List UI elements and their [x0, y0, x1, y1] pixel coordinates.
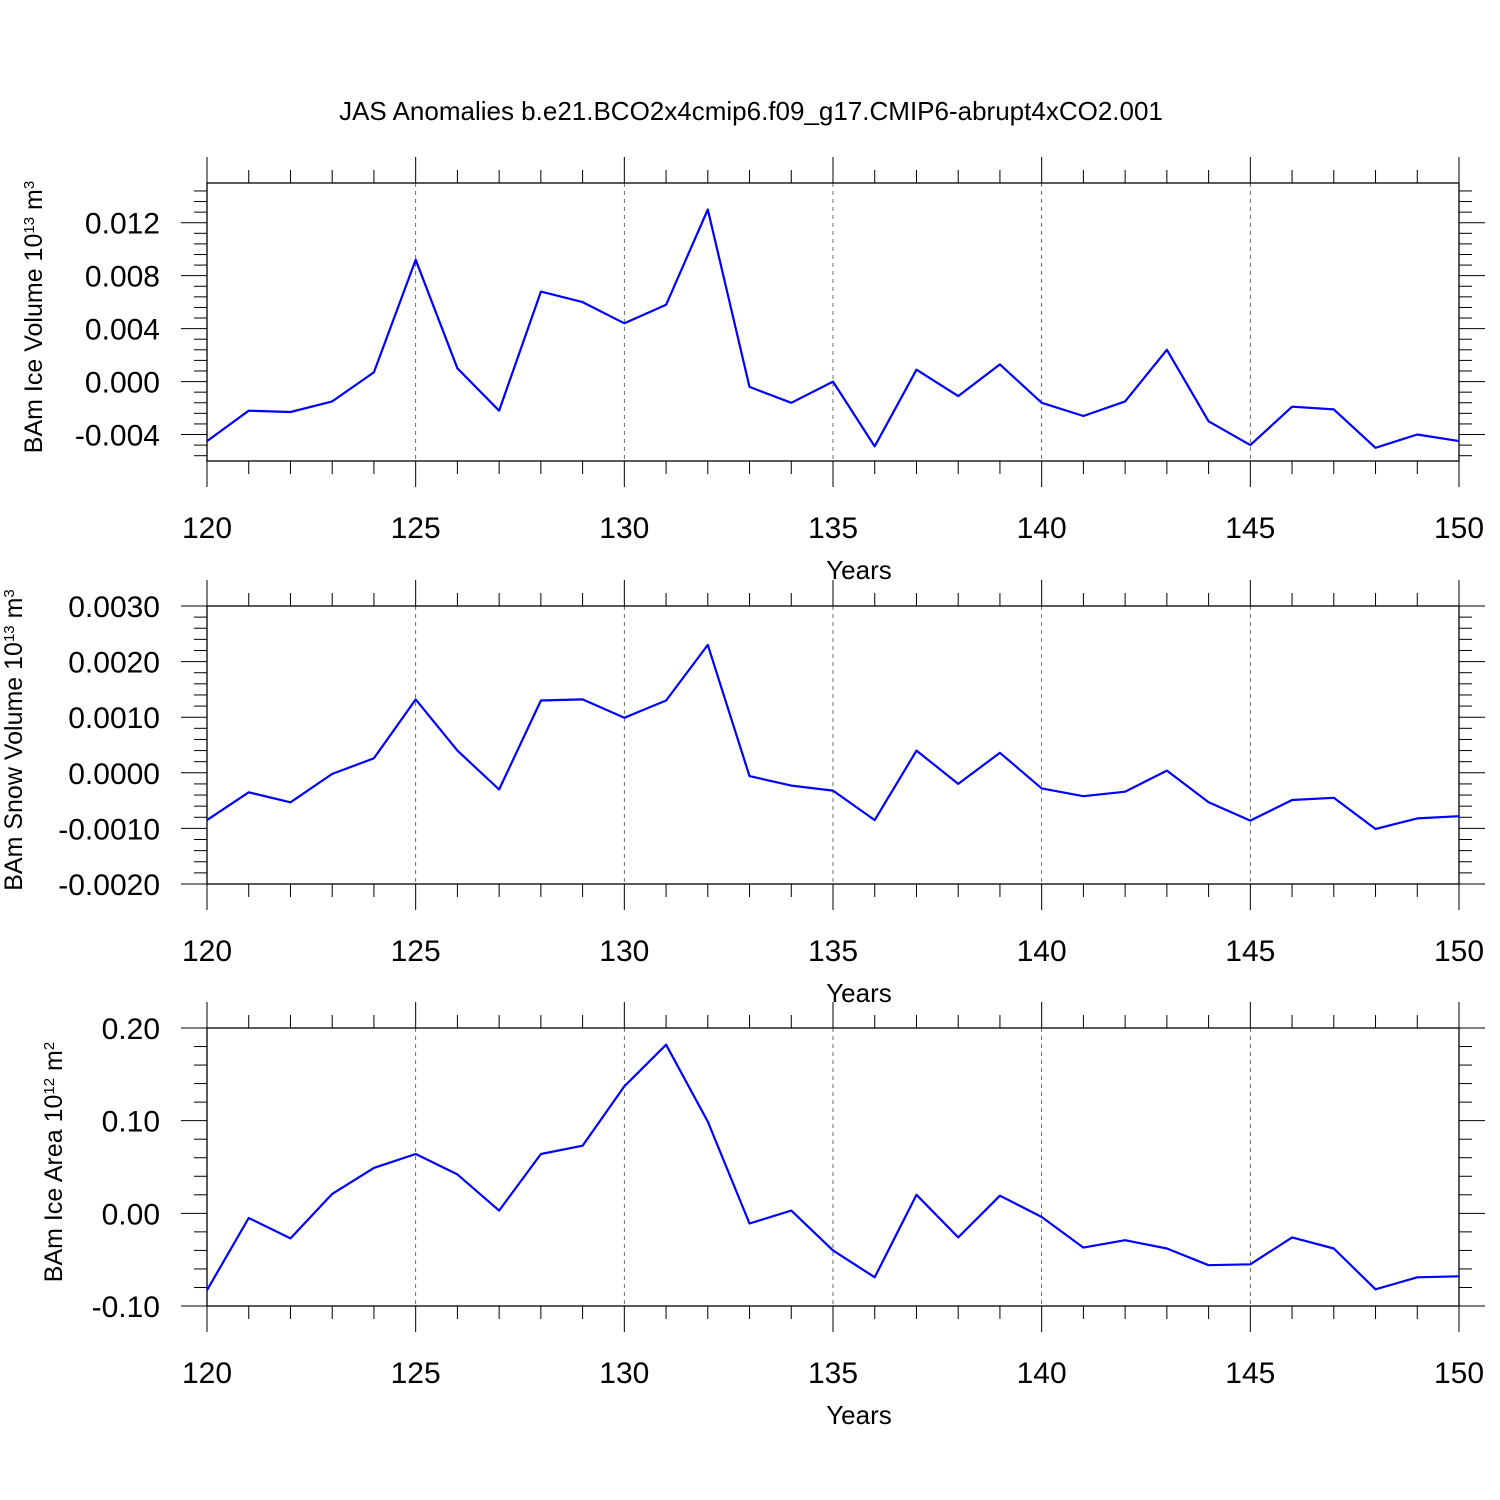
- y-tick-label: 0.20: [102, 1013, 160, 1046]
- chart-panel-3: 120 125 130 135 140 145 150 -0.10 0.00 0.10 0.20 Ye…: [40, 1002, 1485, 1430]
- y-tick-label: 0.012: [85, 208, 160, 241]
- x-tick-label: 130: [599, 1357, 649, 1390]
- y-axis-label-text: BAm Snow Volume 10: [0, 642, 28, 891]
- y-axis-label-unit_exp: 2: [41, 1042, 58, 1050]
- x-tick-label: 125: [391, 512, 441, 545]
- x-tick-label: 145: [1225, 512, 1275, 545]
- x-tick-label: 145: [1225, 935, 1275, 968]
- y-axis-label-text: BAm Ice Area 10: [40, 1095, 68, 1283]
- chart-panel-2: 120 125 130 135 140 145 150 -0.0020 -0.0010 0.000…: [0, 580, 1485, 1008]
- x-tick-label: 140: [1017, 512, 1067, 545]
- panels: 120 125 130 135 140 145 150 -0.004 0.000 0.004 0.0…: [0, 157, 1485, 1430]
- y-tick-label: 0.0010: [68, 702, 160, 735]
- y-axis-label-exp: 12: [41, 1078, 58, 1095]
- y-axis-label-text: BAm Ice Volume 10: [20, 234, 48, 454]
- x-tick-label: 140: [1017, 1357, 1067, 1390]
- x-tick-label: 125: [391, 935, 441, 968]
- x-tick-label: 135: [808, 512, 858, 545]
- y-tick-label: -0.10: [92, 1291, 160, 1324]
- y-tick-label: -0.0020: [58, 869, 160, 902]
- y-tick-label: 0.0020: [68, 647, 160, 680]
- x-tick-label: 135: [808, 935, 858, 968]
- y-axis-label-unit_exp: 3: [21, 181, 38, 189]
- series-line: [206, 208, 1460, 449]
- x-tick-label: 150: [1434, 1357, 1484, 1390]
- y-tick-label: 0.0030: [68, 591, 160, 624]
- y-tick-label: 0.004: [85, 314, 160, 347]
- y-axis-label: BAm Snow Volume 1013 m3: [0, 589, 28, 891]
- x-tick-label: 150: [1434, 512, 1484, 545]
- y-axis-label-exp: 13: [21, 217, 38, 234]
- x-tick-label: 150: [1434, 935, 1484, 968]
- x-tick-label: 140: [1017, 935, 1067, 968]
- y-tick-label: -0.004: [75, 420, 160, 453]
- y-tick-label: 0.0000: [68, 758, 160, 791]
- x-tick-label: 120: [182, 935, 232, 968]
- y-tick-label: 0.00: [102, 1198, 160, 1231]
- x-axis-label: Years: [826, 555, 892, 585]
- x-tick-label: 125: [391, 1357, 441, 1390]
- y-axis-label-unit_exp: 3: [1, 589, 18, 597]
- y-axis-label: BAm Ice Area 1012 m2: [40, 1042, 68, 1282]
- x-tick-label: 145: [1225, 1357, 1275, 1390]
- x-axis-label: Years: [826, 978, 892, 1008]
- x-tick-label: 135: [808, 1357, 858, 1390]
- y-axis-label-unit: m: [0, 598, 28, 626]
- y-axis-label-exp: 13: [1, 625, 18, 642]
- x-tick-label: 120: [182, 512, 232, 545]
- y-axis-label-unit: m: [40, 1050, 68, 1078]
- y-tick-label: -0.0010: [58, 813, 160, 846]
- y-axis-label: BAm Ice Volume 1013 m3: [20, 181, 48, 453]
- x-axis-label: Years: [826, 1400, 892, 1430]
- y-axis-label-unit: m: [20, 189, 48, 217]
- x-tick-label: 130: [599, 512, 649, 545]
- y-tick-label: 0.10: [102, 1106, 160, 1139]
- x-tick-label: 120: [182, 1357, 232, 1390]
- series-line: [206, 1043, 1460, 1291]
- x-tick-label: 130: [599, 935, 649, 968]
- y-tick-label: 0.000: [85, 367, 160, 400]
- y-tick-label: 0.008: [85, 261, 160, 294]
- series-line: [206, 643, 1460, 831]
- chart-title: JAS Anomalies b.e21.BCO2x4cmip6.f09_g17.…: [339, 96, 1163, 126]
- chart-panel-1: 120 125 130 135 140 145 150 -0.004 0.000 0.004 0.0…: [20, 157, 1485, 585]
